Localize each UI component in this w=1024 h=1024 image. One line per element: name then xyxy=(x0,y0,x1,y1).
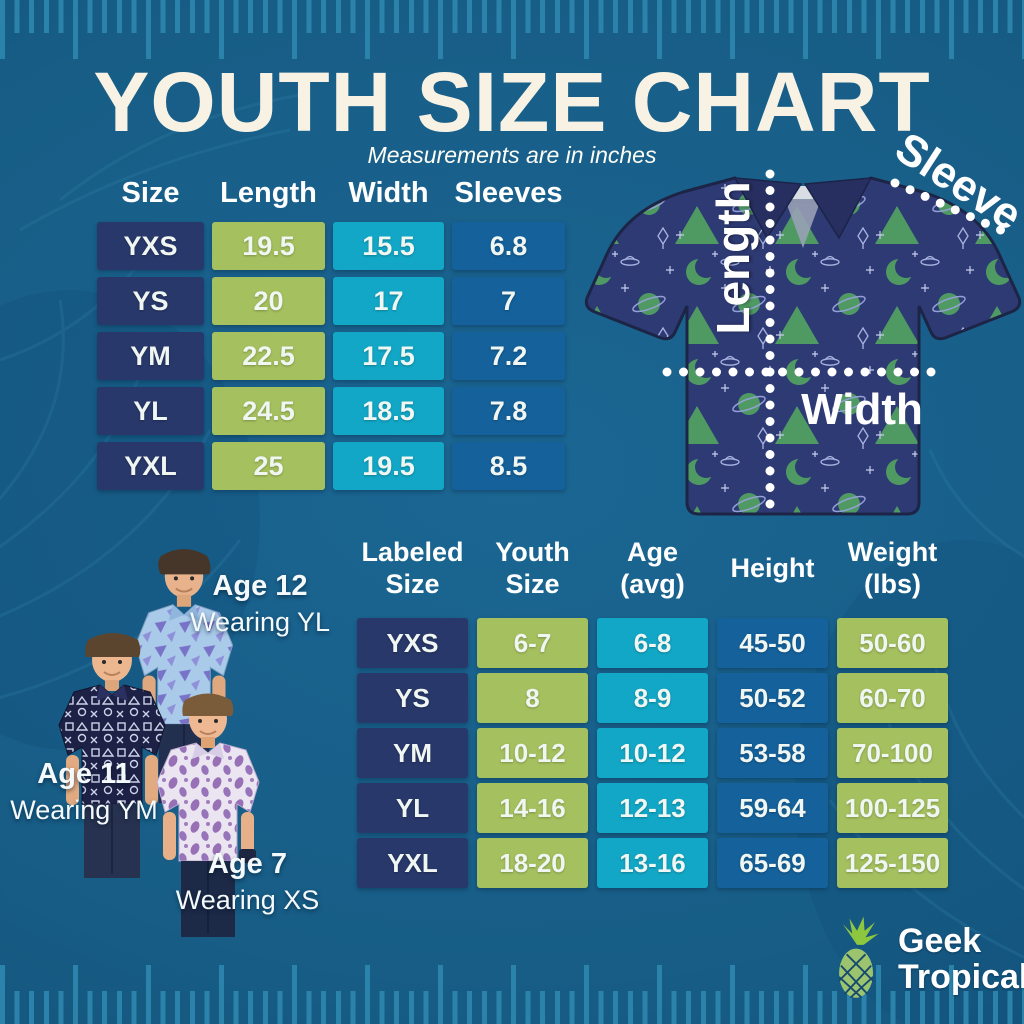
pineapple-icon xyxy=(838,916,879,999)
age-cell: 8-9 xyxy=(597,673,708,723)
age-cell: 10-12 xyxy=(597,728,708,778)
brand-line2: Tropical xyxy=(898,958,1024,996)
labeled-size-cell: YM xyxy=(357,728,468,778)
weight-cell: 70-100 xyxy=(837,728,948,778)
header-line: Weight xyxy=(847,536,938,567)
age-cell: 12-13 xyxy=(597,783,708,833)
length-cell: 22.5 xyxy=(212,332,325,380)
header-line: Size xyxy=(385,569,440,599)
size-cell: YM xyxy=(97,332,204,380)
header-sleeves: Sleeves xyxy=(454,176,563,209)
sleeves-cell: 6.8 xyxy=(452,222,565,270)
weight-cell: 50-60 xyxy=(837,618,948,668)
length-label: Length xyxy=(707,181,759,334)
size-cell: YS xyxy=(97,277,204,325)
size-cell: YXL xyxy=(97,442,204,490)
width-label: Width xyxy=(801,385,923,434)
width-cell: 18.5 xyxy=(333,387,444,435)
measurement-table: Size Length Width Sleeves YXS 19.5 15.5 … xyxy=(97,176,565,490)
model-age: Age 7 xyxy=(208,848,287,880)
width-cell: 15.5 xyxy=(333,222,444,270)
labeled-size-cell: YXS xyxy=(357,618,468,668)
model-wearing: Wearing YM xyxy=(10,795,158,825)
length-cell: 19.5 xyxy=(212,222,325,270)
height-cell: 45-50 xyxy=(717,618,828,668)
labeled-size-cell: YL xyxy=(357,783,468,833)
sleeves-cell: 7.2 xyxy=(452,332,565,380)
labeled-size-cell: YS xyxy=(357,673,468,723)
header-size: Size xyxy=(121,176,180,209)
height-cell: 53-58 xyxy=(717,728,828,778)
labeled-size-cell: YXL xyxy=(357,838,468,888)
shirt-illustration: Length Width Sleeve xyxy=(584,123,1024,521)
size-cell: YL xyxy=(97,387,204,435)
model-label-age-7: Age 7 Wearing XS xyxy=(170,848,325,916)
header-line: Labeled xyxy=(361,536,464,567)
fit-table-header: Labeled Size Youth Size Age (avg) Height… xyxy=(357,531,948,605)
youth-size-cell: 14-16 xyxy=(477,783,588,833)
measurement-table-header: Size Length Width Sleeves xyxy=(97,176,565,210)
header-length: Length xyxy=(220,176,317,209)
length-cell: 20 xyxy=(212,277,325,325)
model-wearing: Wearing YL xyxy=(189,607,331,637)
weight-cell: 100-125 xyxy=(837,783,948,833)
header-line: (avg) xyxy=(620,569,685,599)
height-cell: 59-64 xyxy=(717,783,828,833)
header-height: Height xyxy=(717,531,828,605)
page-subtitle: Measurements are in inches xyxy=(367,142,657,168)
header-age-avg: Age (avg) xyxy=(597,531,708,605)
brand-name: Geek Tropical xyxy=(898,924,1024,995)
header-youth-size: Youth Size xyxy=(477,531,588,605)
header-width: Width xyxy=(348,176,429,209)
header-weight: Weight (lbs) xyxy=(837,531,948,605)
sleeves-cell: 7.8 xyxy=(452,387,565,435)
brand-line1: Geek xyxy=(898,922,982,961)
header-line: (lbs) xyxy=(864,569,921,599)
header-line: Height xyxy=(730,552,815,583)
height-cell: 65-69 xyxy=(717,838,828,888)
length-cell: 25 xyxy=(212,442,325,490)
youth-size-cell: 8 xyxy=(477,673,588,723)
width-cell: 19.5 xyxy=(333,442,444,490)
length-cell: 24.5 xyxy=(212,387,325,435)
width-cell: 17.5 xyxy=(333,332,444,380)
weight-cell: 60-70 xyxy=(837,673,948,723)
fit-table: Labeled Size Youth Size Age (avg) Height… xyxy=(357,531,948,888)
size-cell: YXS xyxy=(97,222,204,270)
height-cell: 50-52 xyxy=(717,673,828,723)
fit-table-rows: YXS 6-7 6-8 45-50 50-60 YS 8 8-9 50-52 6… xyxy=(357,618,948,888)
model-label-age-11: Age 11 Wearing YM xyxy=(0,758,168,826)
shirt-collar-right xyxy=(803,177,873,240)
width-cell: 17 xyxy=(333,277,444,325)
youth-size-cell: 6-7 xyxy=(477,618,588,668)
youth-size-cell: 18-20 xyxy=(477,838,588,888)
model-age: Age 11 xyxy=(37,758,131,790)
sleeve-dotted-line xyxy=(890,178,1010,237)
age-cell: 6-8 xyxy=(597,618,708,668)
header-line: Youth xyxy=(495,536,570,567)
age-cell: 13-16 xyxy=(597,838,708,888)
model-label-age-12: Age 12 Wearing YL xyxy=(185,570,335,638)
page-title: YOUTH SIZE CHART xyxy=(93,55,931,149)
shirt-measurement-diagram: Length Width Sleeve xyxy=(575,123,1024,540)
header-line: Size xyxy=(505,569,560,599)
model-photo-age-11 xyxy=(50,627,175,939)
weight-cell: 125-150 xyxy=(837,838,948,888)
sleeves-cell: 8.5 xyxy=(452,442,565,490)
youth-size-cell: 10-12 xyxy=(477,728,588,778)
sleeves-cell: 7 xyxy=(452,277,565,325)
model-photo-age-7 xyxy=(145,688,272,995)
measurement-table-rows: YXS 19.5 15.5 6.8 YS 20 17 7 YM 22.5 17.… xyxy=(97,222,565,490)
shirt-inner-chest xyxy=(783,194,823,248)
header-line: Age xyxy=(626,536,678,567)
model-wearing: Wearing XS xyxy=(175,885,320,915)
header-labeled-size: Labeled Size xyxy=(357,531,468,605)
model-age: Age 12 xyxy=(212,570,308,602)
brand-logo: Geek Tropical xyxy=(824,916,1024,1004)
